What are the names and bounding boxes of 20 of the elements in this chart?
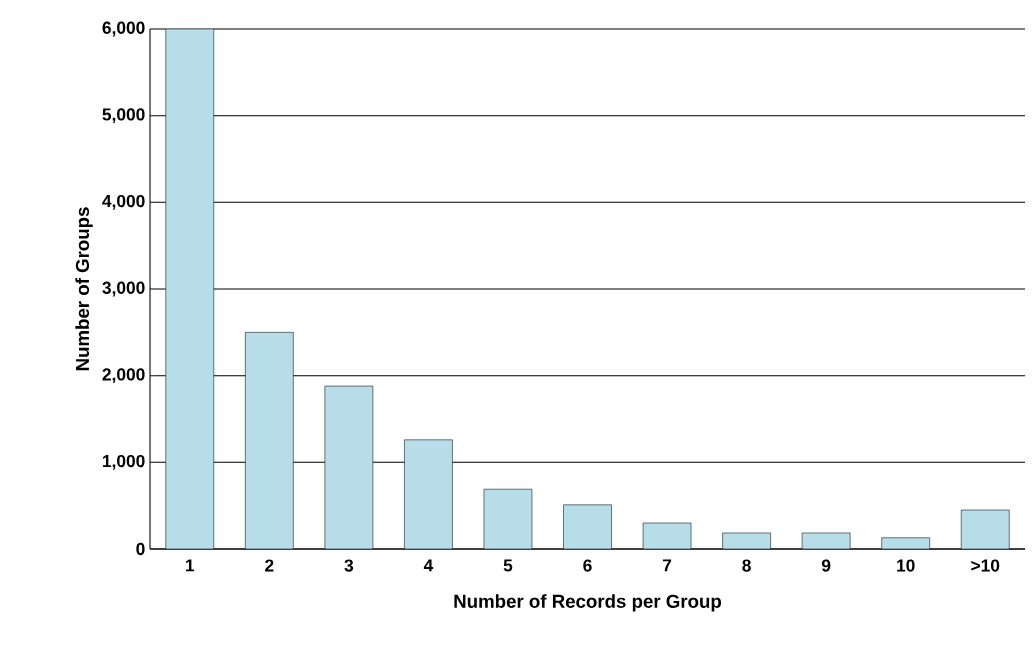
y-tick-label: 0 — [136, 542, 145, 556]
x-tick-label: 7 — [662, 559, 672, 572]
x-tick-label: 8 — [742, 559, 751, 572]
y-tick-label: 3,000 — [102, 281, 145, 297]
y-tick-label: 5,000 — [102, 108, 145, 124]
x-tick-label: 4 — [423, 559, 434, 572]
x-tick-label: 5 — [503, 559, 513, 572]
x-axis-title: Number of Records per Group — [454, 594, 722, 612]
y-tick-label: 6,000 — [102, 21, 145, 37]
x-tick-label: 9 — [821, 559, 831, 572]
x-tick-label: 10 — [897, 559, 915, 572]
y-tick-label: 2,000 — [102, 368, 145, 384]
x-tick-label: 6 — [583, 559, 592, 572]
y-axis-title: Number of Groups — [75, 207, 93, 371]
x-tick-label: 3 — [344, 559, 354, 572]
x-tick-label: >10 — [971, 559, 1000, 572]
x-tick-label: 2 — [265, 559, 274, 572]
x-tick-label: 1 — [186, 559, 195, 572]
y-tick-label: 1,000 — [103, 454, 145, 470]
y-tick-label: 4,000 — [102, 194, 145, 210]
